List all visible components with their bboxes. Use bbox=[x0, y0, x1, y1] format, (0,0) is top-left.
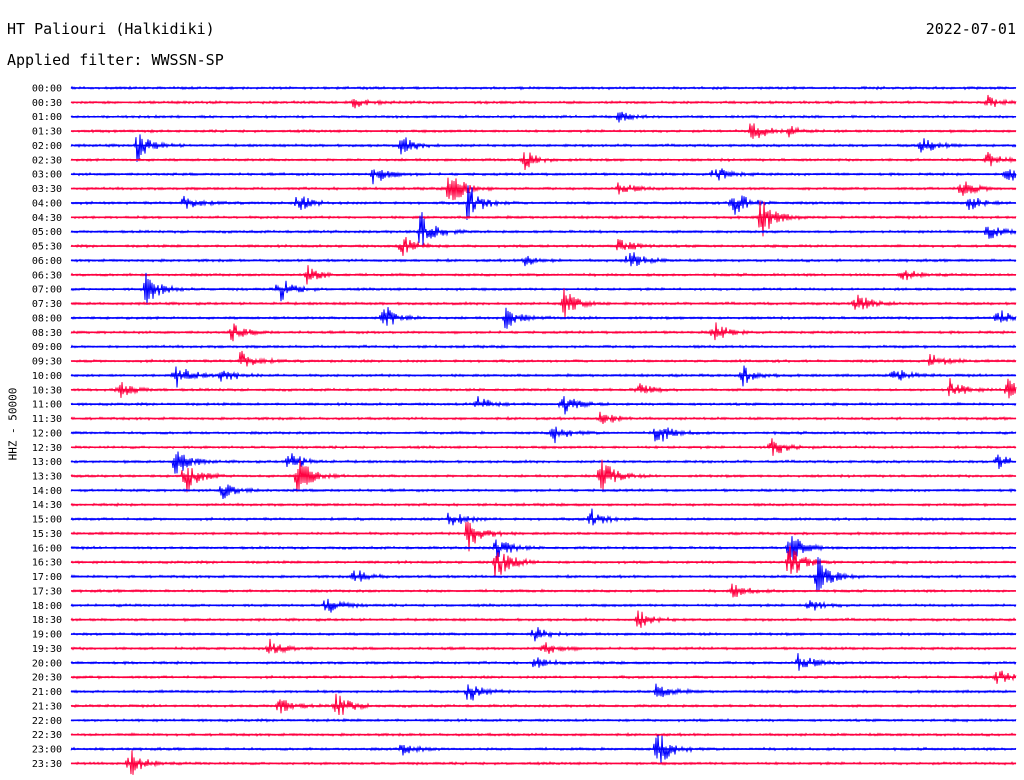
time-tick-label: 20:00 bbox=[32, 658, 62, 669]
time-tick-label: 06:30 bbox=[32, 270, 62, 281]
seismic-trace bbox=[70, 365, 1017, 388]
seismic-trace bbox=[70, 750, 1017, 775]
filter-label: Applied filter: WWSSN-SP bbox=[7, 51, 224, 69]
time-tick-label: 15:00 bbox=[32, 515, 62, 526]
time-tick-label: 02:30 bbox=[32, 155, 62, 166]
seismic-trace bbox=[70, 252, 1017, 267]
time-tick-label: 23:30 bbox=[32, 759, 62, 770]
time-tick-label: 05:30 bbox=[32, 242, 62, 253]
time-tick-label: 18:00 bbox=[32, 601, 62, 612]
time-tick-label: 08:30 bbox=[32, 328, 62, 339]
time-tick-label: 17:30 bbox=[32, 586, 62, 597]
time-tick-label: 00:00 bbox=[32, 84, 62, 95]
time-tick-label: 03:30 bbox=[32, 184, 62, 195]
time-tick-label: 08:00 bbox=[32, 313, 62, 324]
time-tick-label: 11:30 bbox=[32, 414, 62, 425]
seismic-trace bbox=[70, 350, 1017, 367]
time-tick-label: 20:30 bbox=[32, 673, 62, 684]
time-tick-label: 10:30 bbox=[32, 385, 62, 396]
time-tick-label: 17:00 bbox=[32, 572, 62, 583]
time-tick-label: 09:00 bbox=[32, 342, 62, 353]
seismic-trace bbox=[70, 396, 1017, 415]
seismic-trace bbox=[70, 508, 1017, 526]
seismic-trace bbox=[70, 378, 1017, 399]
time-tick-label: 06:00 bbox=[32, 256, 62, 267]
seismic-trace bbox=[70, 638, 1017, 654]
seismic-trace bbox=[70, 693, 1017, 716]
time-tick-label: 11:00 bbox=[32, 400, 62, 411]
seismic-trace bbox=[70, 426, 1017, 444]
time-tick-label: 10:00 bbox=[32, 371, 62, 382]
time-tick-label: 21:00 bbox=[32, 687, 62, 698]
time-tick-label: 15:30 bbox=[32, 529, 62, 540]
time-tick-label: 13:00 bbox=[32, 457, 62, 468]
time-tick-label: 04:00 bbox=[32, 198, 62, 209]
time-tick-label: 07:30 bbox=[32, 299, 62, 310]
seismic-trace bbox=[70, 151, 1017, 171]
seismic-trace bbox=[70, 168, 1017, 185]
recording-date: 2022-07-01 bbox=[925, 20, 1016, 38]
seismic-trace bbox=[70, 653, 1017, 671]
time-tick-label: 13:30 bbox=[32, 471, 62, 482]
time-tick-label: 04:30 bbox=[32, 213, 62, 224]
time-tick-label: 22:30 bbox=[32, 730, 62, 741]
time-tick-label: 16:00 bbox=[32, 543, 62, 554]
time-tick-label: 19:30 bbox=[32, 644, 62, 655]
time-tick-label: 01:00 bbox=[32, 112, 62, 123]
seismic-trace bbox=[70, 134, 1017, 162]
seismic-trace bbox=[70, 451, 1017, 474]
time-tick-label: 05:00 bbox=[32, 227, 62, 238]
time-tick-label: 14:30 bbox=[32, 500, 62, 511]
time-tick-label: 22:00 bbox=[32, 716, 62, 727]
station-title: HT Paliouri (Halkidiki) bbox=[7, 20, 215, 38]
time-tick-label: 09:30 bbox=[32, 357, 62, 368]
time-tick-label: 12:30 bbox=[32, 443, 62, 454]
time-tick-label: 16:30 bbox=[32, 558, 62, 569]
time-tick-label: 14:00 bbox=[32, 486, 62, 497]
time-tick-label: 00:30 bbox=[32, 98, 62, 109]
time-tick-label: 01:30 bbox=[32, 127, 62, 138]
time-tick-label: 23:00 bbox=[32, 745, 62, 756]
time-tick-label: 12:00 bbox=[32, 428, 62, 439]
seismic-trace bbox=[70, 484, 1017, 499]
time-tick-label: 19:00 bbox=[32, 630, 62, 641]
time-tick-label: 07:00 bbox=[32, 285, 62, 296]
time-tick-label: 21:30 bbox=[32, 701, 62, 712]
time-tick-label: 18:30 bbox=[32, 615, 62, 626]
time-tick-label: 02:00 bbox=[32, 141, 62, 152]
time-tick-label: 03:00 bbox=[32, 170, 62, 181]
